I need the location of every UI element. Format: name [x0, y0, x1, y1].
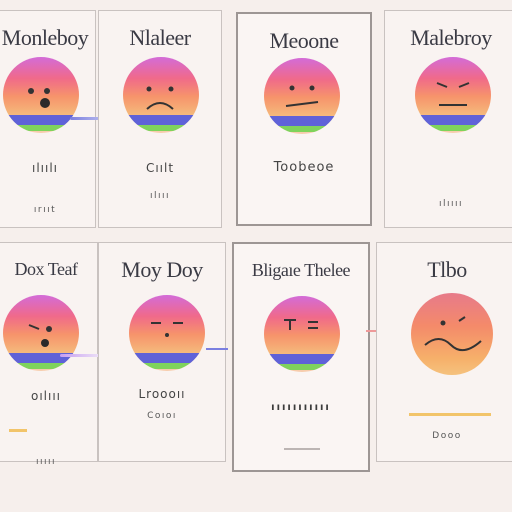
card-caption: Cıılt	[145, 161, 175, 175]
card-title: Monleboy	[1, 25, 89, 50]
card-subcaption: ııııı	[35, 457, 56, 467]
card-title: Malebroy	[410, 25, 492, 50]
color-streak	[60, 354, 100, 357]
card-subcaption: Coıoı	[147, 411, 177, 421]
emoji-face-icon	[129, 295, 205, 371]
card-title: Dox Teaf	[14, 259, 78, 279]
emoji-card-7[interactable]: Bligaıe Thelee ııııııııııı	[232, 242, 370, 472]
emoji-face-icon	[264, 58, 340, 134]
card-caption: ııııııııııı	[271, 402, 331, 413]
emoji-card-2[interactable]: Nlaleer Cıılt ılııı	[98, 10, 222, 228]
card-subcaption: ılııı	[149, 191, 170, 201]
color-streak	[70, 117, 116, 120]
card-caption: Lroooıı	[138, 387, 186, 401]
card-title: Nlaleer	[129, 25, 191, 50]
card-subcaption: ırııt	[33, 205, 57, 215]
card-caption: oılııı	[30, 389, 61, 403]
card-title: Bligaıe Thelee	[251, 260, 351, 280]
emoji-face-icon	[123, 57, 199, 133]
card-subcaption: ılıııı	[438, 199, 463, 209]
emoji-face-icon	[411, 293, 493, 375]
accent-bar	[9, 429, 27, 432]
connector-line	[206, 348, 228, 350]
emoji-card-3[interactable]: Meoone Toobeoe	[236, 12, 372, 226]
emoji-face-icon	[3, 57, 79, 133]
divider	[284, 448, 320, 450]
emoji-card-5[interactable]: Dox Teaf oılııı ııııı	[0, 242, 98, 467]
card-caption: Toobeoe	[273, 160, 335, 175]
emoji-card-6[interactable]: Moy Doy Lroooıı Coıoı	[98, 242, 226, 462]
emoji-face-icon	[264, 296, 340, 372]
red-marker	[366, 330, 384, 332]
card-title: Meoone	[269, 28, 339, 53]
emoji-face-icon	[415, 57, 491, 133]
emoji-face-icon	[3, 295, 79, 371]
card-caption: ılıılı	[31, 161, 58, 175]
card-subcaption: Dooo	[432, 431, 462, 441]
accent-bar	[409, 413, 491, 416]
emoji-card-8[interactable]: Tlbo Dooo	[376, 242, 512, 462]
emoji-card-4[interactable]: Malebroy ılıııı	[384, 10, 512, 228]
card-title: Moy Doy	[121, 257, 203, 282]
card-title: Tlbo	[427, 257, 467, 282]
